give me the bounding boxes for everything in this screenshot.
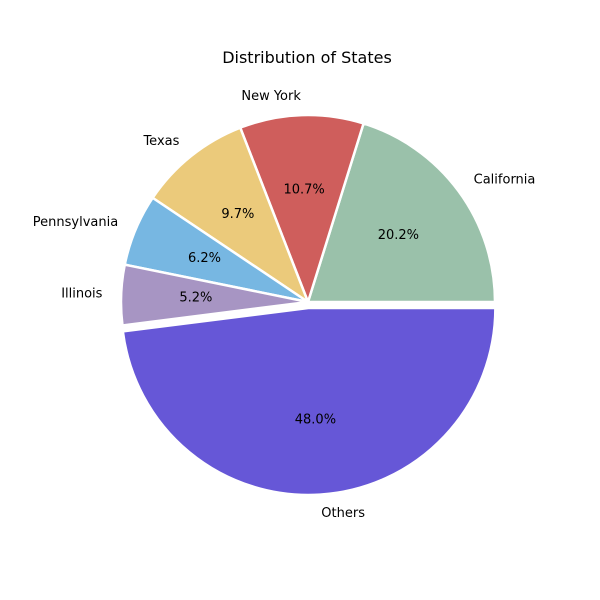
pie-slice-texas bbox=[151, 126, 310, 304]
pct-label-illinois: 5.2% bbox=[179, 290, 212, 305]
slice-label-california: California bbox=[474, 173, 536, 188]
pct-label-pennsylvania: 6.2% bbox=[188, 251, 221, 266]
pie-slices bbox=[119, 113, 497, 497]
chart-title: Distribution of States bbox=[222, 48, 392, 67]
pie-slice-others bbox=[121, 306, 497, 497]
slice-label-new-york: New York bbox=[241, 89, 301, 104]
pie-slice-california bbox=[306, 122, 497, 304]
pct-label-others: 48.0% bbox=[295, 412, 336, 427]
pct-label-texas: 9.7% bbox=[221, 207, 254, 222]
pie-slice-illinois bbox=[119, 263, 310, 327]
category-labels: California New York Texas Pennsylvania Illin… bbox=[33, 89, 536, 521]
pct-label-california: 20.2% bbox=[378, 228, 419, 243]
percentage-labels: 20.2% 10.7% 9.7% 6.2% 5.2% 48.0% bbox=[179, 182, 419, 427]
slice-label-others: Others bbox=[321, 506, 365, 521]
slice-label-pennsylvania: Pennsylvania bbox=[33, 215, 118, 230]
pct-label-new-york: 10.7% bbox=[283, 182, 324, 197]
slice-label-illinois: Illinois bbox=[61, 287, 102, 302]
pie-slice-new-york bbox=[239, 113, 365, 304]
slice-label-texas: Texas bbox=[142, 134, 179, 149]
